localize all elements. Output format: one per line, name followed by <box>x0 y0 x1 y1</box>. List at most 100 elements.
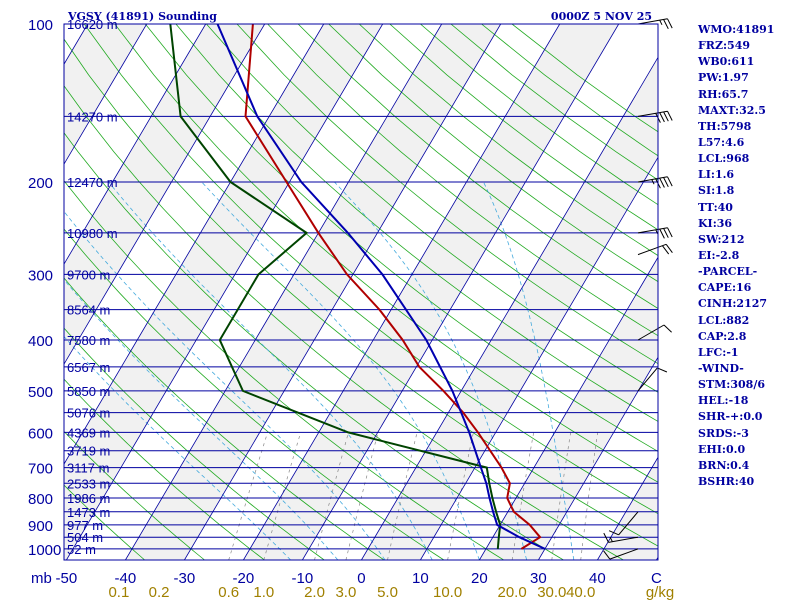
isotherm <box>302 24 620 560</box>
wind-barb-flag <box>663 19 669 30</box>
moist-adiabat <box>334 181 527 560</box>
index-item: LFC:-1 <box>698 345 739 359</box>
mixing-ratio-line <box>387 432 418 560</box>
temperature-tick-label: -20 <box>233 570 255 587</box>
height-label: 5850 m <box>67 384 110 399</box>
height-label: 2533 m <box>67 476 110 491</box>
index-item: CINH:2127 <box>698 297 768 311</box>
mixing-ratio-unit-label: g/kg <box>646 584 674 600</box>
temperature-tick-label: -30 <box>174 570 196 587</box>
pressure-tick-label: 600 <box>28 425 53 442</box>
wind-barb-flag <box>667 227 673 238</box>
isotherm <box>479 256 658 560</box>
wind-barb-staff <box>637 176 668 183</box>
height-label: 6567 m <box>67 360 110 375</box>
isotherm-band <box>64 24 383 560</box>
wind-barb-staff <box>637 367 658 392</box>
mixing-ratio-tick-label: 2.0 <box>304 584 325 600</box>
dry-adiabat <box>64 180 504 560</box>
dry-adiabat <box>297 24 658 309</box>
moist-adiabat <box>108 181 433 560</box>
wind-barb-staff <box>618 511 639 536</box>
wind-barb-staff <box>608 536 639 543</box>
isotherm-band <box>0 24 29 560</box>
index-item: PW:1.97 <box>698 71 749 85</box>
temperature-trace <box>244 24 542 550</box>
isotherm <box>64 24 266 365</box>
height-label: 504 m <box>67 530 103 545</box>
height-label: 52 m <box>67 542 96 557</box>
mixing-ratio-tick-label: 0.6 <box>218 584 239 600</box>
wind-barb-flag <box>667 18 673 29</box>
wind-barb <box>603 532 639 543</box>
wind-barb-staff <box>609 548 639 560</box>
temperature-tick-label: 20 <box>471 570 488 587</box>
mixing-ratio-line <box>447 432 474 560</box>
index-item: BSHR:40 <box>698 474 755 488</box>
moist-adiabat <box>483 181 575 560</box>
valid-time: 0000Z 5 NOV 25 <box>551 10 652 23</box>
dry-adiabat <box>64 484 145 560</box>
index-item: -WIND- <box>698 361 744 375</box>
temperature-tick-label: 10 <box>412 570 429 587</box>
height-label: 9700 m <box>67 267 110 282</box>
wind-barb <box>637 243 673 256</box>
height-label: 1473 m <box>67 505 110 520</box>
temperature-tick-label: -50 <box>56 570 78 587</box>
moist-adiabat <box>64 279 339 560</box>
height-label: 3117 m <box>67 461 109 476</box>
isotherm <box>66 24 384 560</box>
dry-adiabat <box>236 24 658 365</box>
height-label: 14270 m <box>67 109 118 124</box>
wind-barb-flag <box>603 532 609 543</box>
wind-barb <box>637 324 672 341</box>
index-item: SI:1.8 <box>698 184 735 198</box>
mixing-ratio-tick-label: 3.0 <box>335 584 356 600</box>
wind-barb-flag <box>603 550 611 560</box>
height-label: 977 m <box>67 518 103 533</box>
index-item: RH:65.7 <box>698 87 749 101</box>
pressure-tick-label: 1000 <box>28 542 61 559</box>
wind-barb <box>608 511 639 536</box>
isotherm <box>64 24 207 265</box>
pressure-tick-label: 400 <box>28 333 53 350</box>
wind-barb-flag <box>657 367 668 373</box>
temperature-tick-label: 40 <box>589 570 606 587</box>
dry-adiabat <box>64 132 564 560</box>
moist-adiabat <box>201 181 480 560</box>
dry-adiabat <box>64 378 265 560</box>
wind-barb-flag <box>663 177 669 188</box>
wind-barb-flag <box>609 536 613 542</box>
isotherm <box>361 56 658 560</box>
mixing-ratio-line <box>314 432 349 560</box>
wind-barb-flag <box>651 179 655 185</box>
mixing-ratio-tick-label: 30.0 <box>537 584 566 600</box>
wind-barb <box>637 18 673 30</box>
dry-adiabat <box>328 24 658 283</box>
index-item: STM:308/6 <box>698 378 765 392</box>
isotherm-band <box>243 24 619 560</box>
wind-barb-flag <box>667 176 673 187</box>
wind-barb <box>637 227 673 239</box>
moist-adiabat <box>64 210 386 560</box>
index-item: LI:1.6 <box>698 168 735 182</box>
index-item: L57:4.6 <box>698 135 745 149</box>
isotherm <box>243 24 561 560</box>
dry-adiabat <box>64 85 624 560</box>
wind-barb-flag <box>663 228 669 238</box>
wind-barb-flag <box>659 177 665 188</box>
wind-barb-staff <box>637 324 665 341</box>
isotherm-band <box>125 24 501 560</box>
plot-frame <box>63 23 659 561</box>
index-item: SHR-+:0.0 <box>698 410 763 424</box>
mixing-ratio-tick-label: 40.0 <box>566 584 595 600</box>
index-item: CAP:2.8 <box>698 329 747 343</box>
isotherm <box>125 24 443 560</box>
mixing-ratio-line <box>345 432 379 560</box>
wind-barb <box>637 110 673 123</box>
pressure-tick-label: 900 <box>28 518 53 535</box>
pressure-tick-label: 100 <box>28 17 53 34</box>
mixing-ratio-tick-label: 5.0 <box>377 584 398 600</box>
isotherm <box>538 356 658 560</box>
